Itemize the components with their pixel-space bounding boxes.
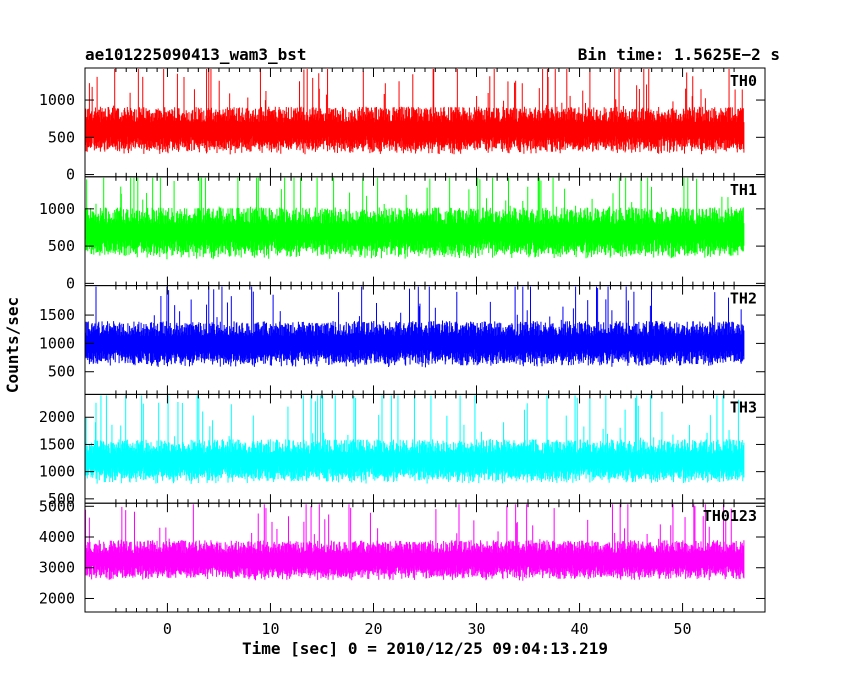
y-tick-label: 5000 — [39, 497, 75, 515]
series-th0 — [84, 69, 745, 155]
x-tick-label: 0 — [163, 620, 172, 638]
y-axis-label: Counts/sec — [3, 297, 22, 393]
panel-th2: 500 1000 1500 TH2 — [39, 285, 766, 395]
panel-label: TH0123 — [703, 507, 757, 525]
series-th0123 — [84, 504, 745, 581]
panel-th3: 500 1000 1500 2000 TH3 — [39, 393, 766, 508]
series-th3 — [84, 395, 745, 484]
series-th2 — [84, 286, 745, 368]
bin-time-label: Bin time: 1.5625E−2 s — [578, 45, 780, 64]
y-tick-label: 3000 — [39, 559, 75, 577]
y-tick-label: 0 — [66, 166, 75, 184]
y-tick-label: 0 — [66, 274, 75, 292]
panel-th0: 0 500 1000 TH0 — [39, 67, 766, 184]
y-tick-label: 1500 — [39, 306, 75, 324]
series-th1 — [84, 177, 745, 260]
y-tick-label: 500 — [48, 237, 75, 255]
y-tick-label: 2000 — [39, 589, 75, 607]
y-tick-label: 500 — [48, 128, 75, 146]
x-axis-label: Time [sec] 0 = 2010/12/25 09:04:13.219 — [242, 639, 608, 658]
y-tick-label: 500 — [48, 363, 75, 381]
y-tick-label: 1000 — [39, 334, 75, 352]
x-tick-label: 10 — [261, 620, 279, 638]
panel-label: TH0 — [730, 72, 757, 90]
y-tick-label: 4000 — [39, 528, 75, 546]
chart-title: ae101225090413_wam3_bst — [85, 45, 307, 64]
y-tick-label: 500 — [48, 490, 75, 508]
y-tick-label: 1000 — [39, 463, 75, 481]
x-tick-label: 40 — [571, 620, 589, 638]
y-tick-label: 2000 — [39, 408, 75, 426]
y-tick-label: 1000 — [39, 200, 75, 218]
x-tick-label: 20 — [364, 620, 382, 638]
x-tick-label: 50 — [674, 620, 692, 638]
y-tick-label: 1000 — [39, 91, 75, 109]
panel-label: TH1 — [730, 181, 757, 199]
x-tick-label: 30 — [467, 620, 485, 638]
panel-label: TH2 — [730, 290, 757, 308]
panel-th1: 0 500 1000 TH1 — [39, 176, 766, 292]
panel-th0123: 2000 3000 4000 5000 TH0123 — [39, 497, 766, 613]
panel-label: TH3 — [730, 398, 757, 416]
y-tick-label: 1500 — [39, 435, 75, 453]
